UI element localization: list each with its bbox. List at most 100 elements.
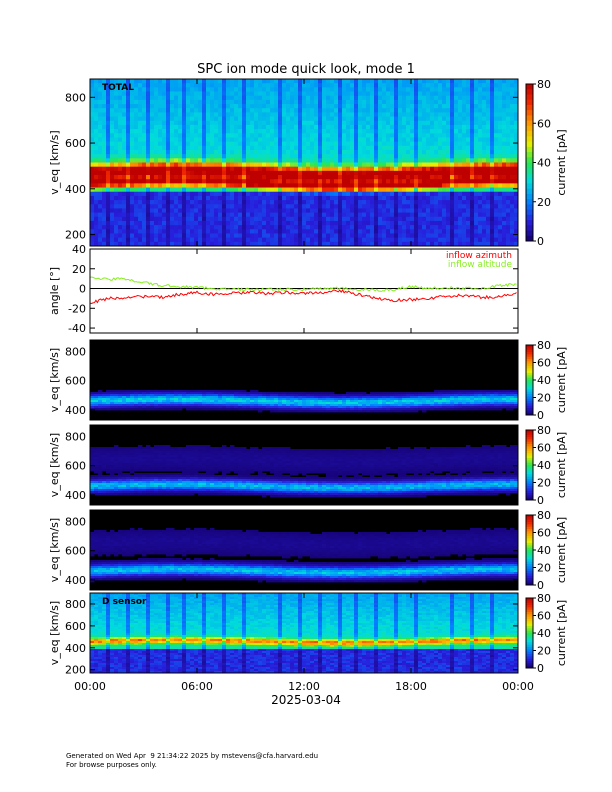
heatmap-cell [134,241,139,247]
heatmap-cell [354,104,359,109]
heatmap-cell [390,208,395,213]
heatmap-cell [194,129,199,134]
heatmap-cell [434,120,439,126]
heatmap-cell [298,179,303,184]
heatmap-cell [130,166,135,172]
heatmap-cell [102,402,107,405]
heatmap-cell [254,394,259,397]
heatmap-cell [302,162,307,168]
heatmap-cell [390,241,395,247]
heatmap-cell [402,91,407,97]
heatmap-cell [134,158,139,163]
heatmap-cell [506,220,511,226]
heatmap-cell [146,220,151,226]
heatmap-cell [314,104,319,109]
heatmap-cell [322,237,327,243]
heatmap-cell [306,129,311,134]
heatmap-cell [366,187,371,193]
heatmap-cell [314,195,319,201]
heatmap-cell [258,187,263,193]
heatmap-cell [466,212,471,218]
heatmap-cell [170,187,175,193]
heatmap-cell [366,170,371,176]
heatmap-cell [334,212,339,218]
heatmap-cell [94,408,99,411]
heatmap-cell [250,208,255,213]
heatmap-cell [286,124,291,130]
heatmap-cell [514,108,519,113]
heatmap-cell [286,404,291,407]
heatmap-cell [266,398,271,401]
heatmap-cell [310,170,315,176]
heatmap-cell [218,402,223,405]
heatmap-cell [346,116,351,122]
heatmap-cell [182,145,187,151]
heatmap-cell [114,220,119,226]
heatmap-cell [306,112,311,117]
heatmap-cell [238,129,243,134]
heatmap-cell [378,145,383,151]
heatmap-cell [370,166,375,172]
heatmap-cell [298,408,303,411]
heatmap-cell [90,406,95,409]
heatmap-cell [126,390,131,393]
heatmap-cell [506,112,511,117]
heatmap-cell [274,404,279,407]
heatmap-cell [478,104,483,109]
heatmap-cell [134,116,139,122]
heatmap-cell [110,166,115,172]
heatmap-cell [310,124,315,130]
heatmap-cell [338,396,343,399]
heatmap-cell [206,229,211,234]
heatmap-cell [162,220,167,226]
heatmap-cell [122,83,127,88]
heatmap-cell [318,187,323,193]
heatmap-cell [482,187,487,193]
heatmap-cell [262,233,267,239]
heatmap-cell [254,204,259,209]
heatmap-cell [146,149,151,155]
heatmap-cell [266,170,271,176]
heatmap-cell [510,200,515,205]
heatmap-cell [166,212,171,218]
heatmap-cell [454,83,459,88]
heatmap-cell [230,394,235,397]
heatmap-cell [134,390,139,393]
heatmap-cell [398,175,403,180]
heatmap-cell [130,406,135,409]
heatmap-cell [142,400,147,403]
colorbar-cell [526,131,533,137]
heatmap-cell [190,237,195,243]
heatmap-cell [122,79,127,84]
heatmap-cell [206,212,211,218]
heatmap-cell [98,404,103,407]
heatmap-cell [286,83,291,88]
heatmap-cell [262,95,267,101]
heatmap-cell [514,216,519,222]
heatmap-cell [394,149,399,155]
heatmap-cell [510,145,515,151]
heatmap-cell [214,158,219,163]
heatmap-cell [346,241,351,247]
heatmap-cell [486,208,491,213]
heatmap-cell [206,104,211,109]
heatmap-cell [106,95,111,101]
heatmap-cell [514,170,519,176]
heatmap-cell [346,79,351,84]
heatmap-cell [274,216,279,222]
heatmap-cell [502,83,507,88]
heatmap-cell [226,133,231,138]
heatmap-cell [250,233,255,239]
heatmap-cell [262,200,267,205]
heatmap-cell [482,145,487,151]
heatmap-cell [402,212,407,218]
heatmap-cell [202,233,207,239]
heatmap-cell [366,204,371,209]
heatmap-cell [278,183,283,188]
heatmap-cell [126,95,131,101]
heatmap-cell [178,124,183,130]
heatmap-cell [318,208,323,213]
heatmap-cell [470,149,475,155]
heatmap-cell [382,191,387,197]
heatmap-cell [430,233,435,239]
